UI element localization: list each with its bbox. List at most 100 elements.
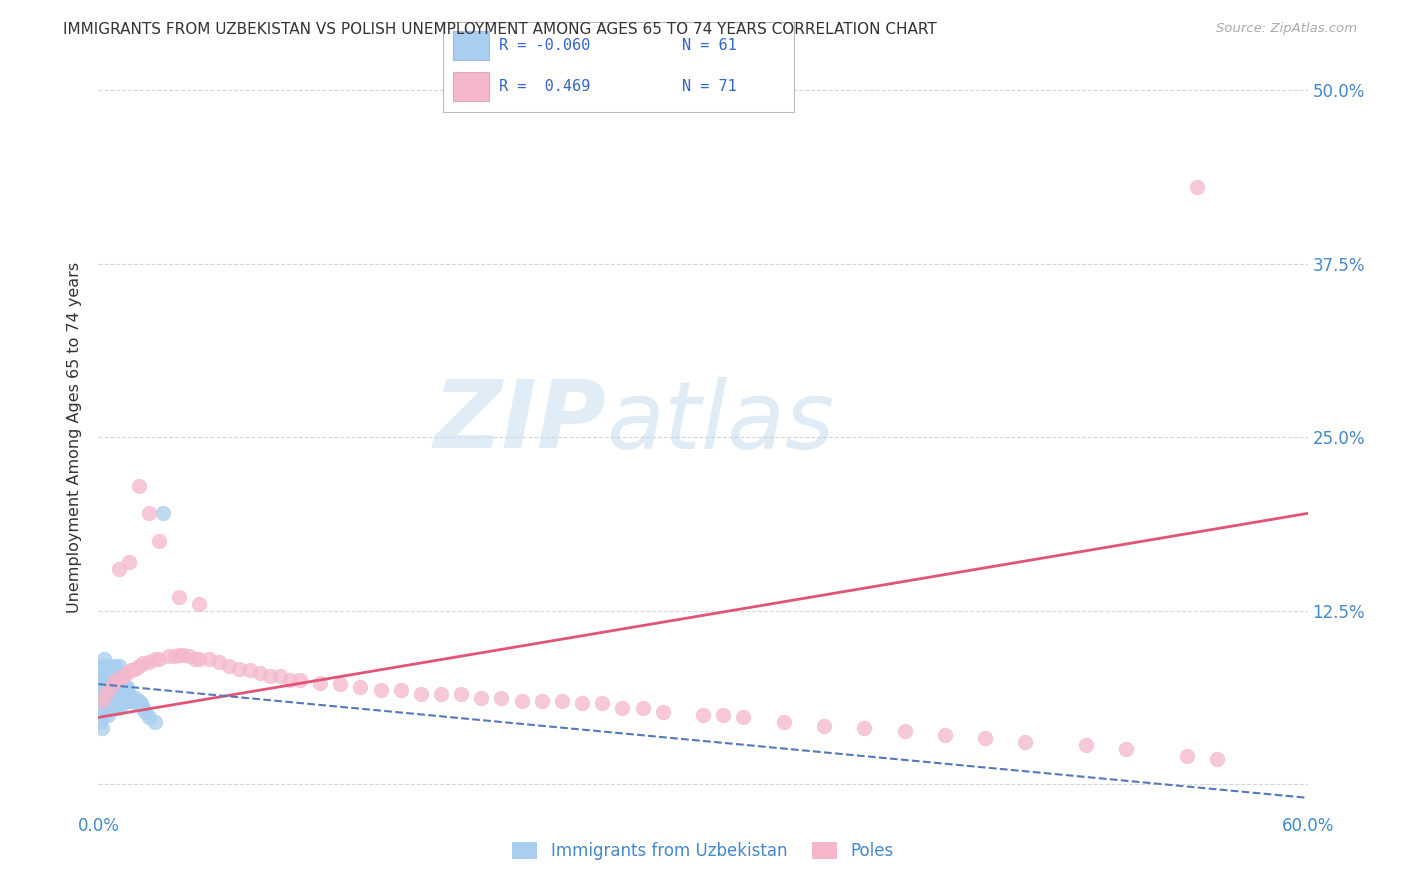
Point bbox=[124, 662, 146, 676]
Point bbox=[89, 665, 111, 680]
Point bbox=[450, 687, 472, 701]
Point bbox=[278, 673, 301, 687]
Point bbox=[772, 714, 794, 729]
Point bbox=[1115, 742, 1137, 756]
Bar bbox=[453, 31, 489, 60]
Point bbox=[853, 722, 876, 736]
Text: R = -0.060: R = -0.060 bbox=[499, 37, 591, 53]
Point bbox=[101, 682, 124, 697]
Point bbox=[107, 562, 129, 576]
Point bbox=[97, 707, 120, 722]
Point bbox=[93, 652, 115, 666]
Point bbox=[179, 649, 201, 664]
Point bbox=[91, 700, 114, 714]
Point bbox=[110, 694, 132, 708]
Point bbox=[138, 507, 160, 521]
Point bbox=[491, 690, 513, 705]
Point bbox=[349, 680, 371, 694]
Point bbox=[97, 665, 120, 680]
Point bbox=[118, 687, 141, 701]
Point bbox=[631, 700, 654, 714]
Point bbox=[974, 731, 997, 746]
Point bbox=[96, 700, 118, 714]
Point bbox=[172, 648, 194, 662]
Point bbox=[1206, 752, 1229, 766]
Point bbox=[510, 694, 533, 708]
Point bbox=[143, 714, 166, 729]
Point bbox=[100, 687, 122, 701]
Point bbox=[89, 714, 111, 729]
Point bbox=[91, 659, 114, 673]
Point bbox=[571, 697, 593, 711]
Point bbox=[93, 707, 115, 722]
Point bbox=[612, 700, 634, 714]
Point bbox=[100, 680, 122, 694]
Point bbox=[91, 694, 114, 708]
Point bbox=[198, 652, 221, 666]
Point bbox=[115, 680, 138, 694]
Point bbox=[389, 682, 412, 697]
Point bbox=[288, 673, 311, 687]
Point bbox=[115, 694, 138, 708]
Point bbox=[711, 707, 734, 722]
Point bbox=[91, 722, 114, 736]
Point bbox=[152, 507, 174, 521]
Point bbox=[89, 680, 111, 694]
Point bbox=[651, 705, 673, 719]
Text: R =  0.469: R = 0.469 bbox=[499, 79, 591, 94]
Point bbox=[813, 719, 835, 733]
Point bbox=[111, 697, 134, 711]
Point bbox=[107, 673, 129, 687]
Point bbox=[167, 590, 190, 604]
Point bbox=[105, 665, 128, 680]
Point bbox=[148, 534, 170, 549]
Point bbox=[409, 687, 432, 701]
Point bbox=[93, 680, 115, 694]
Point bbox=[208, 655, 231, 669]
Point bbox=[118, 555, 141, 569]
Point bbox=[132, 700, 155, 714]
Point bbox=[132, 657, 155, 671]
Point bbox=[591, 697, 613, 711]
Point bbox=[249, 665, 271, 680]
Point bbox=[120, 663, 142, 677]
Point bbox=[370, 682, 392, 697]
Point bbox=[93, 694, 115, 708]
Point bbox=[309, 675, 332, 690]
Text: Source: ZipAtlas.com: Source: ZipAtlas.com bbox=[1216, 22, 1357, 36]
Point bbox=[259, 669, 281, 683]
Point bbox=[103, 700, 125, 714]
Point bbox=[107, 673, 129, 687]
Point bbox=[96, 687, 118, 701]
Legend: Immigrants from Uzbekistan, Poles: Immigrants from Uzbekistan, Poles bbox=[506, 836, 900, 867]
Point bbox=[107, 659, 129, 673]
Point bbox=[100, 659, 122, 673]
Point bbox=[120, 690, 142, 705]
Point bbox=[101, 697, 124, 711]
Text: ZIP: ZIP bbox=[433, 376, 606, 468]
Point bbox=[138, 710, 160, 724]
Point bbox=[329, 677, 352, 691]
Point bbox=[111, 682, 134, 697]
Point bbox=[1175, 749, 1198, 764]
Point bbox=[269, 669, 291, 683]
Point bbox=[128, 478, 150, 492]
Text: N = 71: N = 71 bbox=[682, 79, 737, 94]
Bar bbox=[453, 72, 489, 101]
Point bbox=[111, 669, 134, 683]
Point bbox=[121, 694, 143, 708]
Point bbox=[218, 659, 240, 673]
Point bbox=[103, 673, 125, 687]
Point bbox=[114, 680, 136, 694]
Point bbox=[1185, 180, 1208, 194]
Point bbox=[107, 700, 129, 714]
Point bbox=[188, 652, 211, 666]
Point bbox=[101, 669, 124, 683]
Point bbox=[96, 659, 118, 673]
Point bbox=[239, 663, 262, 677]
Point bbox=[129, 697, 152, 711]
Point bbox=[934, 728, 956, 742]
Text: atlas: atlas bbox=[606, 376, 835, 467]
Point bbox=[1074, 738, 1097, 752]
Point bbox=[430, 687, 453, 701]
